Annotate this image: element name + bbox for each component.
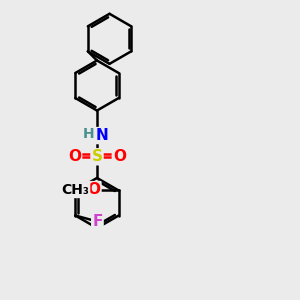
Text: O: O xyxy=(87,182,101,197)
Text: F: F xyxy=(92,214,103,229)
Text: H: H xyxy=(82,127,94,141)
Text: N: N xyxy=(96,128,109,143)
Text: O: O xyxy=(68,149,81,164)
Text: O: O xyxy=(113,149,126,164)
Text: S: S xyxy=(92,149,103,164)
Text: CH₃: CH₃ xyxy=(62,184,90,197)
